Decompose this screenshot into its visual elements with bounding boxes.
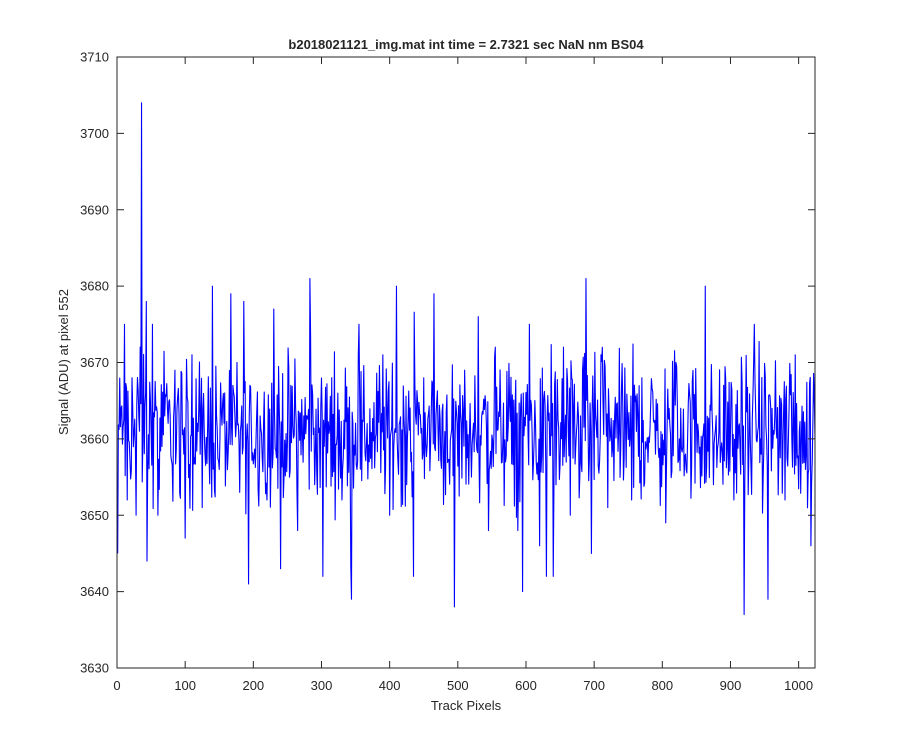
x-tick-label: 800 [651,678,673,693]
y-tick-label: 3700 [80,126,109,141]
x-tick-label: 300 [311,678,333,693]
x-tick-label: 700 [583,678,605,693]
x-tick-label: 900 [720,678,742,693]
y-tick-label: 3660 [80,431,109,446]
y-tick-label: 3680 [80,279,109,294]
y-tick-label: 3630 [80,661,109,676]
y-axis-label: Signal (ADU) at pixel 552 [56,289,71,435]
series-line [117,102,816,616]
x-tick-label: 600 [515,678,537,693]
y-tick-label: 3670 [80,355,109,370]
y-axis: 3630 3640 3650 3660 3670 3680 3690 3700 3710 [80,50,815,676]
y-tick-label: 3690 [80,202,109,217]
x-tick-label: 400 [379,678,401,693]
plot-area [117,57,815,668]
x-tick-label: 1000 [784,678,813,693]
y-tick-label: 3640 [80,584,109,599]
chart-title: b2018021121_img.mat int time = 2.7321 se… [288,37,644,52]
x-axis-label: Track Pixels [431,698,502,713]
x-tick-label: 0 [113,678,120,693]
x-tick-label: 200 [242,678,264,693]
x-axis: 0 100 200 300 400 500 600 700 800 900 1000 [113,57,813,693]
series-group [117,102,816,616]
x-tick-label: 500 [447,678,469,693]
x-tick-label: 100 [174,678,196,693]
y-tick-label: 3650 [80,508,109,523]
y-tick-label: 3710 [80,50,109,65]
